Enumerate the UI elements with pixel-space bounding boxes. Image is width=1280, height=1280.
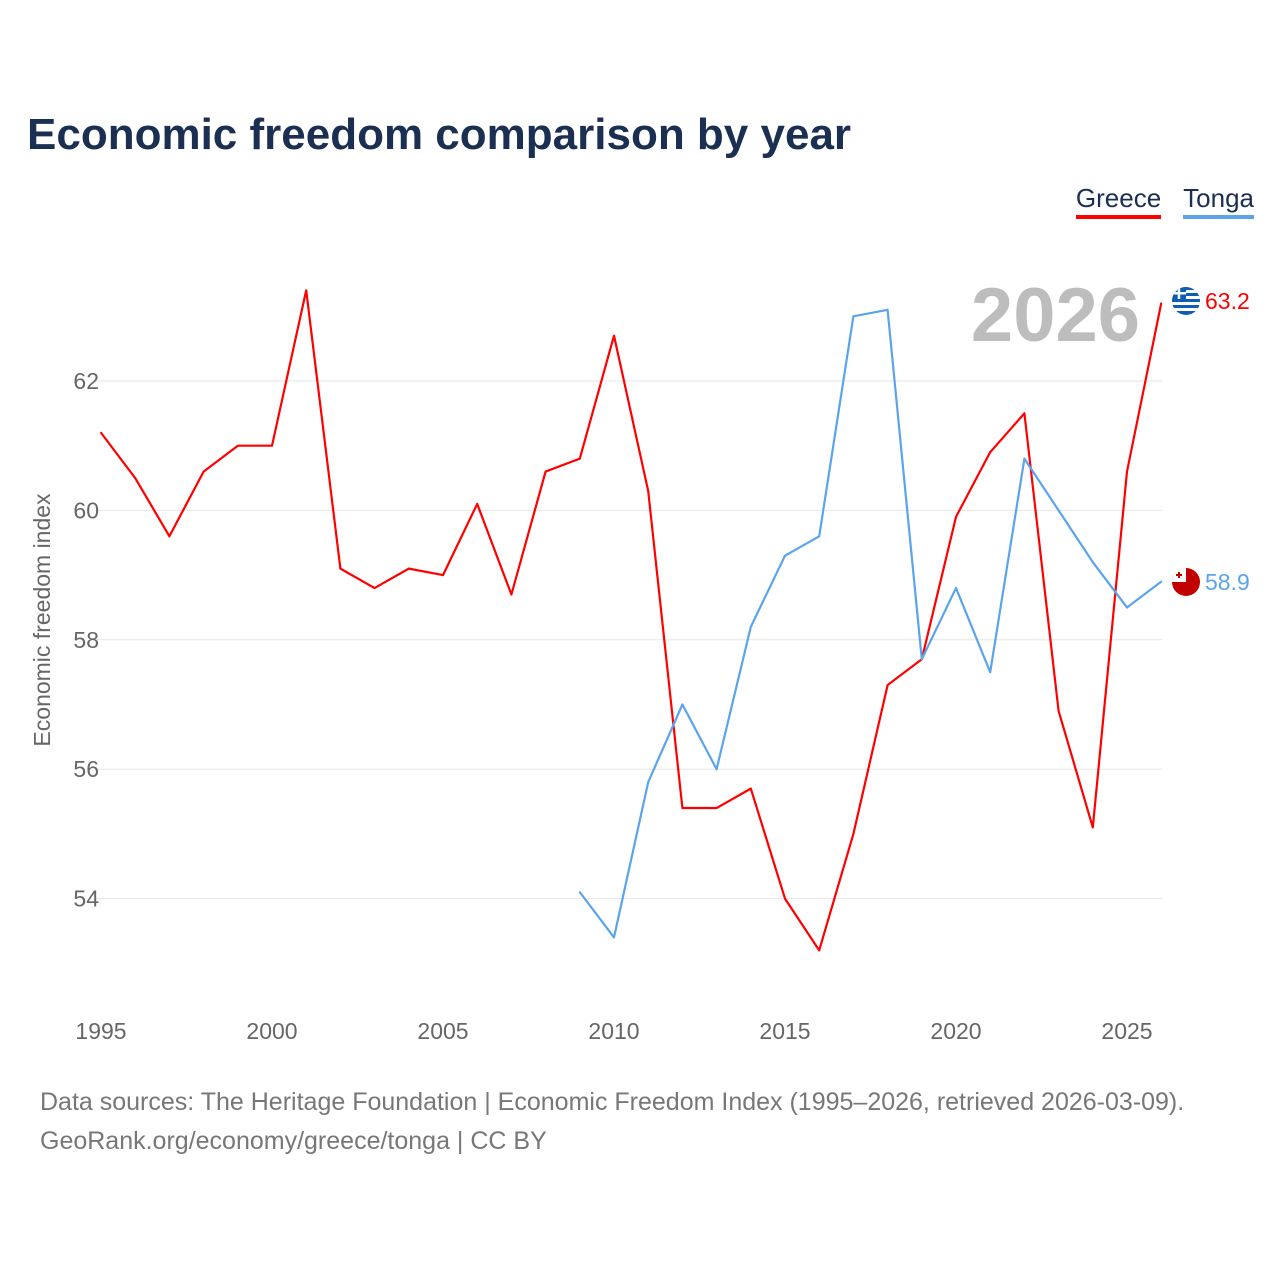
data-point-greece xyxy=(407,567,410,570)
data-point-greece xyxy=(373,587,376,590)
year-watermark: 2026 xyxy=(971,273,1140,358)
y-tick-label: 62 xyxy=(73,368,99,394)
data-point-greece xyxy=(510,593,513,596)
data-point-tonga xyxy=(1057,509,1060,512)
data-point-greece xyxy=(305,289,308,292)
x-tick-label: 2010 xyxy=(588,1018,639,1044)
data-point-tonga xyxy=(578,891,581,894)
greece-end-label: 63.2 xyxy=(1205,288,1250,314)
greece-flag-icon xyxy=(1172,287,1200,315)
data-point-tonga xyxy=(989,671,992,674)
data-point-tonga xyxy=(886,308,889,311)
data-point-greece xyxy=(202,470,205,473)
legend: Greece Tonga xyxy=(1075,183,1254,219)
data-point-greece xyxy=(886,684,889,687)
chart-title: Economic freedom comparison by year xyxy=(27,110,852,159)
data-point-tonga xyxy=(715,768,718,771)
data-point-greece xyxy=(476,502,479,505)
series-line-greece xyxy=(100,289,1163,952)
x-tick-label: 2015 xyxy=(759,1018,810,1044)
y-axis-label: Economic freedom index xyxy=(29,493,55,747)
data-point-greece xyxy=(715,807,718,810)
data-point-greece xyxy=(989,451,992,454)
data-point-tonga xyxy=(1126,606,1128,609)
data-point-greece xyxy=(1023,412,1026,415)
data-point-greece xyxy=(578,457,581,460)
y-tick-label: 56 xyxy=(73,756,99,782)
data-point-greece xyxy=(339,567,342,570)
data-point-tonga xyxy=(1023,457,1026,460)
data-point-greece xyxy=(236,444,239,447)
data-point-greece xyxy=(1057,709,1060,712)
data-point-tonga xyxy=(647,781,650,784)
series-line-tonga xyxy=(578,308,1162,939)
data-point-greece xyxy=(749,787,752,790)
data-point-greece xyxy=(134,477,137,480)
tonga-flag-icon xyxy=(1172,568,1200,596)
data-point-greece xyxy=(613,334,615,337)
data-point-greece xyxy=(1160,302,1163,305)
footer-credit[interactable]: GeoRank.org/economy/greece/tonga | CC BY xyxy=(40,1127,547,1155)
tonga-end-label: 58.9 xyxy=(1205,569,1250,595)
data-point-tonga xyxy=(920,658,923,661)
data-point-greece xyxy=(852,832,855,835)
data-point-tonga xyxy=(852,315,855,318)
data-point-greece xyxy=(784,897,786,900)
x-tick-label: 2000 xyxy=(246,1018,297,1044)
x-tick-label: 1995 xyxy=(75,1018,126,1044)
data-point-greece xyxy=(271,444,273,447)
data-point-greece xyxy=(1126,470,1128,473)
data-point-greece xyxy=(168,535,171,538)
x-tick-label: 2005 xyxy=(417,1018,468,1044)
data-point-greece xyxy=(442,574,444,577)
data-point-greece xyxy=(955,515,957,518)
data-point-greece xyxy=(100,431,102,434)
data-point-tonga xyxy=(613,936,615,939)
data-point-greece xyxy=(647,489,650,492)
y-tick-label: 60 xyxy=(73,497,99,523)
data-point-tonga xyxy=(681,703,684,706)
footer-sources: Data sources: The Heritage Foundation | … xyxy=(40,1088,1185,1116)
x-tick-label: 2025 xyxy=(1101,1018,1152,1044)
data-point-greece xyxy=(544,470,547,473)
data-point-tonga xyxy=(955,587,957,590)
data-point-greece xyxy=(818,949,821,952)
data-point-greece xyxy=(1091,826,1094,829)
x-tick-label: 2020 xyxy=(930,1018,981,1044)
legend-greece[interactable]: Greece xyxy=(1075,183,1162,219)
data-point-tonga xyxy=(749,625,752,628)
y-tick-label: 58 xyxy=(73,627,99,653)
data-point-tonga xyxy=(1160,580,1163,583)
legend-tonga[interactable]: Tonga xyxy=(1183,183,1254,219)
data-point-tonga xyxy=(1091,561,1094,564)
data-point-greece xyxy=(681,807,684,810)
data-point-tonga xyxy=(784,554,786,557)
y-tick-label: 54 xyxy=(73,886,99,912)
data-point-tonga xyxy=(818,535,821,538)
